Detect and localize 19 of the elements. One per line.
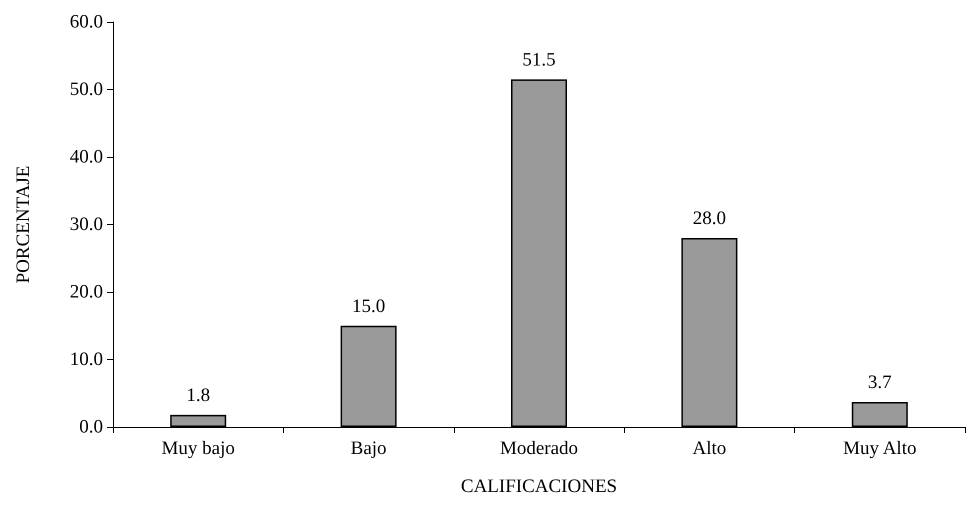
y-tick-label: 20.0 bbox=[70, 282, 103, 302]
y-tick-label: 10.0 bbox=[70, 349, 103, 370]
y-tick-label: 30.0 bbox=[70, 214, 103, 235]
y-tick-label: 60.0 bbox=[70, 12, 103, 32]
x-tick-label: Muy Alto bbox=[843, 438, 916, 459]
x-tick-label: Alto bbox=[692, 438, 726, 459]
y-tick-label: 0.0 bbox=[79, 416, 103, 438]
data-label: 3.7 bbox=[868, 372, 892, 394]
x-tick-label: Bajo bbox=[350, 438, 387, 459]
y-axis-title: PORCENTAJE bbox=[13, 166, 34, 284]
y-tick-label: 50.0 bbox=[70, 79, 103, 100]
data-label: 1.8 bbox=[186, 384, 210, 406]
data-label: 15.0 bbox=[352, 296, 386, 317]
x-axis-title: CALIFICACIONES bbox=[460, 476, 618, 497]
data-label: 28.0 bbox=[692, 208, 726, 229]
data-label: 51.5 bbox=[522, 49, 556, 70]
y-tick-label: 40.0 bbox=[70, 146, 103, 168]
x-tick-label: Moderado bbox=[500, 438, 578, 459]
x-tick-label: Muy bajo bbox=[162, 438, 235, 459]
